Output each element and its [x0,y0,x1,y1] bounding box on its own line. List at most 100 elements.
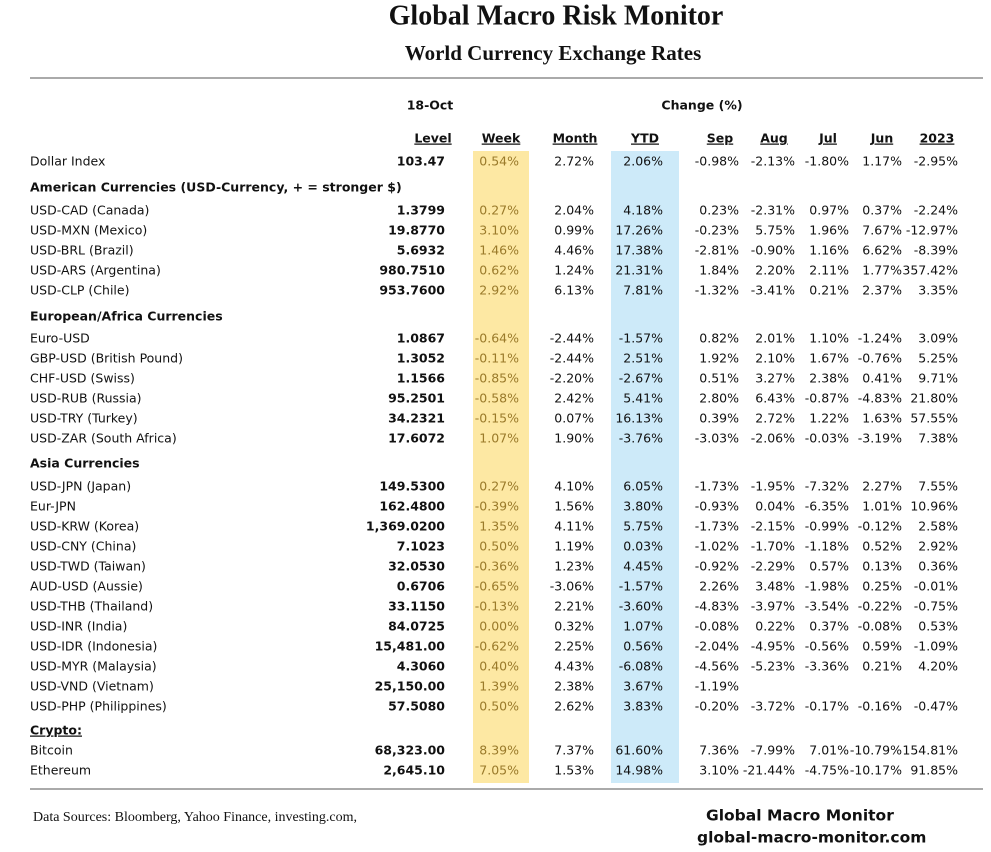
cell: -0.17% [805,699,849,714]
cell: 2.72% [554,154,594,169]
cell: -0.13% [475,599,519,614]
cell: 0.37% [809,619,849,634]
cell: 2.11% [809,263,849,278]
cell: 103.47 [397,154,445,169]
cell: -0.75% [914,599,958,614]
row-label: USD-BRL (Brazil) [30,243,134,258]
cell: 6.62% [862,243,902,258]
cell: -0.92% [695,559,739,574]
cell: -2.15% [751,519,795,534]
cell: 6.13% [554,283,594,298]
cell: 17.26% [615,223,663,238]
cell: -0.99% [805,519,849,534]
cell: -2.24% [914,203,958,218]
cell: -4.56% [695,659,739,674]
cell: 6.05% [623,479,663,494]
week-highlight [473,151,529,783]
cell: 0.59% [862,639,902,654]
cell: -2.04% [695,639,739,654]
cell: 3.48% [755,579,795,594]
cell: -3.97% [751,599,795,614]
cell: 2.92% [918,539,958,554]
cell: 3.35% [918,283,958,298]
cell: -0.08% [695,619,739,634]
cell: 3.80% [623,499,663,514]
cell: 1.1566 [397,371,446,386]
cell: -6.08% [619,659,663,674]
cell: 0.25% [862,579,902,594]
cell: 0.56% [623,639,663,654]
cell: -2.20% [550,371,594,386]
row-label: Euro-USD [30,331,90,346]
section-header: Asia Currencies [30,456,140,471]
cell: -0.20% [695,699,739,714]
cell: 4.46% [554,243,594,258]
cell: -3.60% [619,599,663,614]
row-label: USD-IDR (Indonesia) [30,639,157,654]
cell: 0.50% [479,539,519,554]
cell: -1.19% [695,679,739,694]
cell: 0.04% [755,499,795,514]
row-label: USD-TWD (Taiwan) [30,559,146,574]
cell: -7.99% [751,743,795,758]
title: Global Macro Risk Monitor [389,0,724,31]
cell: 2.26% [699,579,739,594]
cell: 10.96% [910,499,958,514]
cell: -1.18% [805,539,849,554]
cell: 1.96% [809,223,849,238]
column-header: Sep [707,131,733,146]
column-header: Aug [760,131,788,146]
cell: -3.76% [619,431,663,446]
cell: -1.02% [695,539,739,554]
cell: 9.71% [918,371,958,386]
cell: 162.4800 [379,499,445,514]
cell: 0.57% [809,559,849,574]
cell: 0.27% [479,479,519,494]
cell: 953.7600 [379,283,445,298]
cell: -8.39% [914,243,958,258]
cell: 1.22% [809,411,849,426]
cell: -5.23% [751,659,795,674]
cell: 61.60% [615,743,663,758]
cell: 33.1150 [388,599,445,614]
row-label: USD-JPN (Japan) [30,479,131,494]
cell: 7.81% [623,283,663,298]
cell: 0.23% [699,203,739,218]
cell: 1.63% [862,411,902,426]
cell: 2.37% [862,283,902,298]
column-header: Level [414,131,451,146]
cell: 149.5300 [379,479,445,494]
row-label: USD-THB (Thailand) [30,599,153,614]
cell: 2.92% [479,283,519,298]
cell: -1.70% [751,539,795,554]
cell: 2.06% [623,154,663,169]
cell: -2.67% [619,371,663,386]
cell: -1.73% [695,519,739,534]
cell: 19.8770 [388,223,445,238]
cell: -2.95% [914,154,958,169]
cell: -0.36% [475,559,519,574]
cell: 1.39% [479,679,519,694]
cell: 34.2321 [388,411,445,426]
column-header: Week [482,131,521,146]
cell: 0.99% [554,223,594,238]
cell: -4.75% [805,763,849,778]
cell: 2.25% [554,639,594,654]
cell: 154.81% [902,743,958,758]
cell: -3.54% [805,599,849,614]
cell: 1,369.0200 [366,519,445,534]
row-label: USD-MXN (Mexico) [30,223,147,238]
cell: 980.7510 [379,263,445,278]
row-label: USD-PHP (Philippines) [30,699,167,714]
cell: -3.36% [805,659,849,674]
cell: -0.08% [858,619,902,634]
cell: -12.97% [906,223,958,238]
cell: -0.12% [858,519,902,534]
cell: -10.17% [850,763,902,778]
cell: -1.24% [858,331,902,346]
cell: -2.81% [695,243,739,258]
cell: 0.40% [479,659,519,674]
column-header: Jul [818,131,837,146]
cell: -2.13% [751,154,795,169]
